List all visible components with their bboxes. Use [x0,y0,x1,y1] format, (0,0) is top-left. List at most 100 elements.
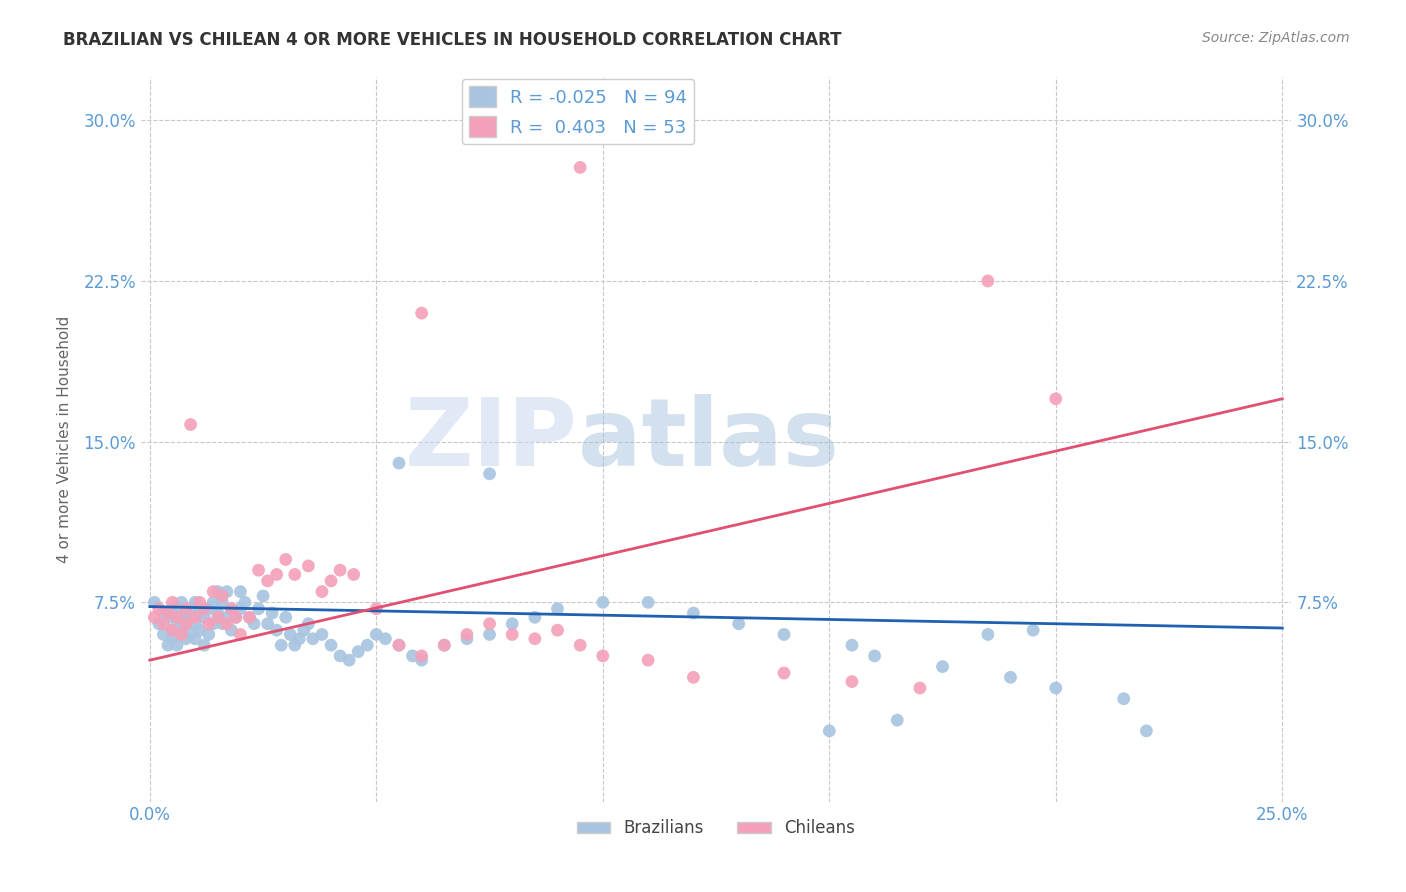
Point [180,610,202,624]
Point [501,616,523,631]
Point [1000,670,1022,684]
Text: atlas: atlas [578,393,839,485]
Point [411,648,433,663]
Point [284,567,307,582]
Point [238,610,260,624]
Point [170,627,193,641]
Point [148,601,170,615]
Point [274,610,297,624]
Point [215,616,238,631]
Point [388,638,411,652]
Point [682,670,704,684]
Point [148,616,170,631]
Point [278,627,301,641]
Point [197,616,219,631]
Point [243,616,266,631]
Point [637,595,659,609]
Point [229,584,252,599]
Point [773,666,796,681]
Point [262,606,284,620]
Point [523,632,546,646]
Text: Source: ZipAtlas.com: Source: ZipAtlas.com [1202,31,1350,45]
Point [319,574,342,588]
Point [311,584,333,599]
Point [202,616,225,631]
Point [841,638,863,652]
Point [302,632,325,646]
Point [162,623,184,637]
Point [152,616,174,631]
Point [411,306,433,320]
Text: BRAZILIAN VS CHILEAN 4 OR MORE VEHICLES IN HOUSEHOLD CORRELATION CHART: BRAZILIAN VS CHILEAN 4 OR MORE VEHICLES … [63,31,842,49]
Point [211,616,233,631]
Point [184,632,207,646]
Point [356,638,378,652]
Point [221,601,243,615]
Point [347,644,370,658]
Point [401,648,423,663]
Point [433,638,456,652]
Point [456,627,478,641]
Point [288,632,311,646]
Point [170,595,193,609]
Point [211,589,233,603]
Point [180,601,202,615]
Point [221,623,243,637]
Point [319,638,342,652]
Point [247,601,270,615]
Point [156,606,179,620]
Point [221,601,243,615]
Point [152,606,174,620]
Point [143,595,166,609]
Point [366,601,388,615]
Point [193,601,215,615]
Point [841,674,863,689]
Point [207,610,229,624]
Point [229,627,252,641]
Point [337,653,360,667]
Point [818,723,841,738]
Point [388,638,411,652]
Point [143,610,166,624]
Point [225,610,247,624]
Point [184,595,207,609]
Point [292,623,315,637]
Point [329,648,352,663]
Point [247,563,270,577]
Point [193,638,215,652]
Point [270,638,292,652]
Point [207,606,229,620]
Point [166,638,188,652]
Point [215,610,238,624]
Point [162,595,184,609]
Point [162,632,184,646]
Point [1135,723,1157,738]
Point [188,623,211,637]
Point [1045,681,1067,695]
Point [197,627,219,641]
Point [156,638,179,652]
Legend: Brazilians, Chileans: Brazilians, Chileans [571,813,862,844]
Point [366,627,388,641]
Point [297,558,319,573]
Point [184,610,207,624]
Point [569,638,592,652]
Point [682,606,704,620]
Point [256,574,278,588]
Point [207,584,229,599]
Point [225,610,247,624]
Point [456,632,478,646]
Point [174,601,197,615]
Point [886,713,908,727]
Point [523,610,546,624]
Point [547,601,569,615]
Point [773,627,796,641]
Point [229,601,252,615]
Point [478,627,501,641]
Point [180,627,202,641]
Point [908,681,931,695]
Point [297,616,319,631]
Point [274,552,297,566]
Point [166,610,188,624]
Point [174,616,197,631]
